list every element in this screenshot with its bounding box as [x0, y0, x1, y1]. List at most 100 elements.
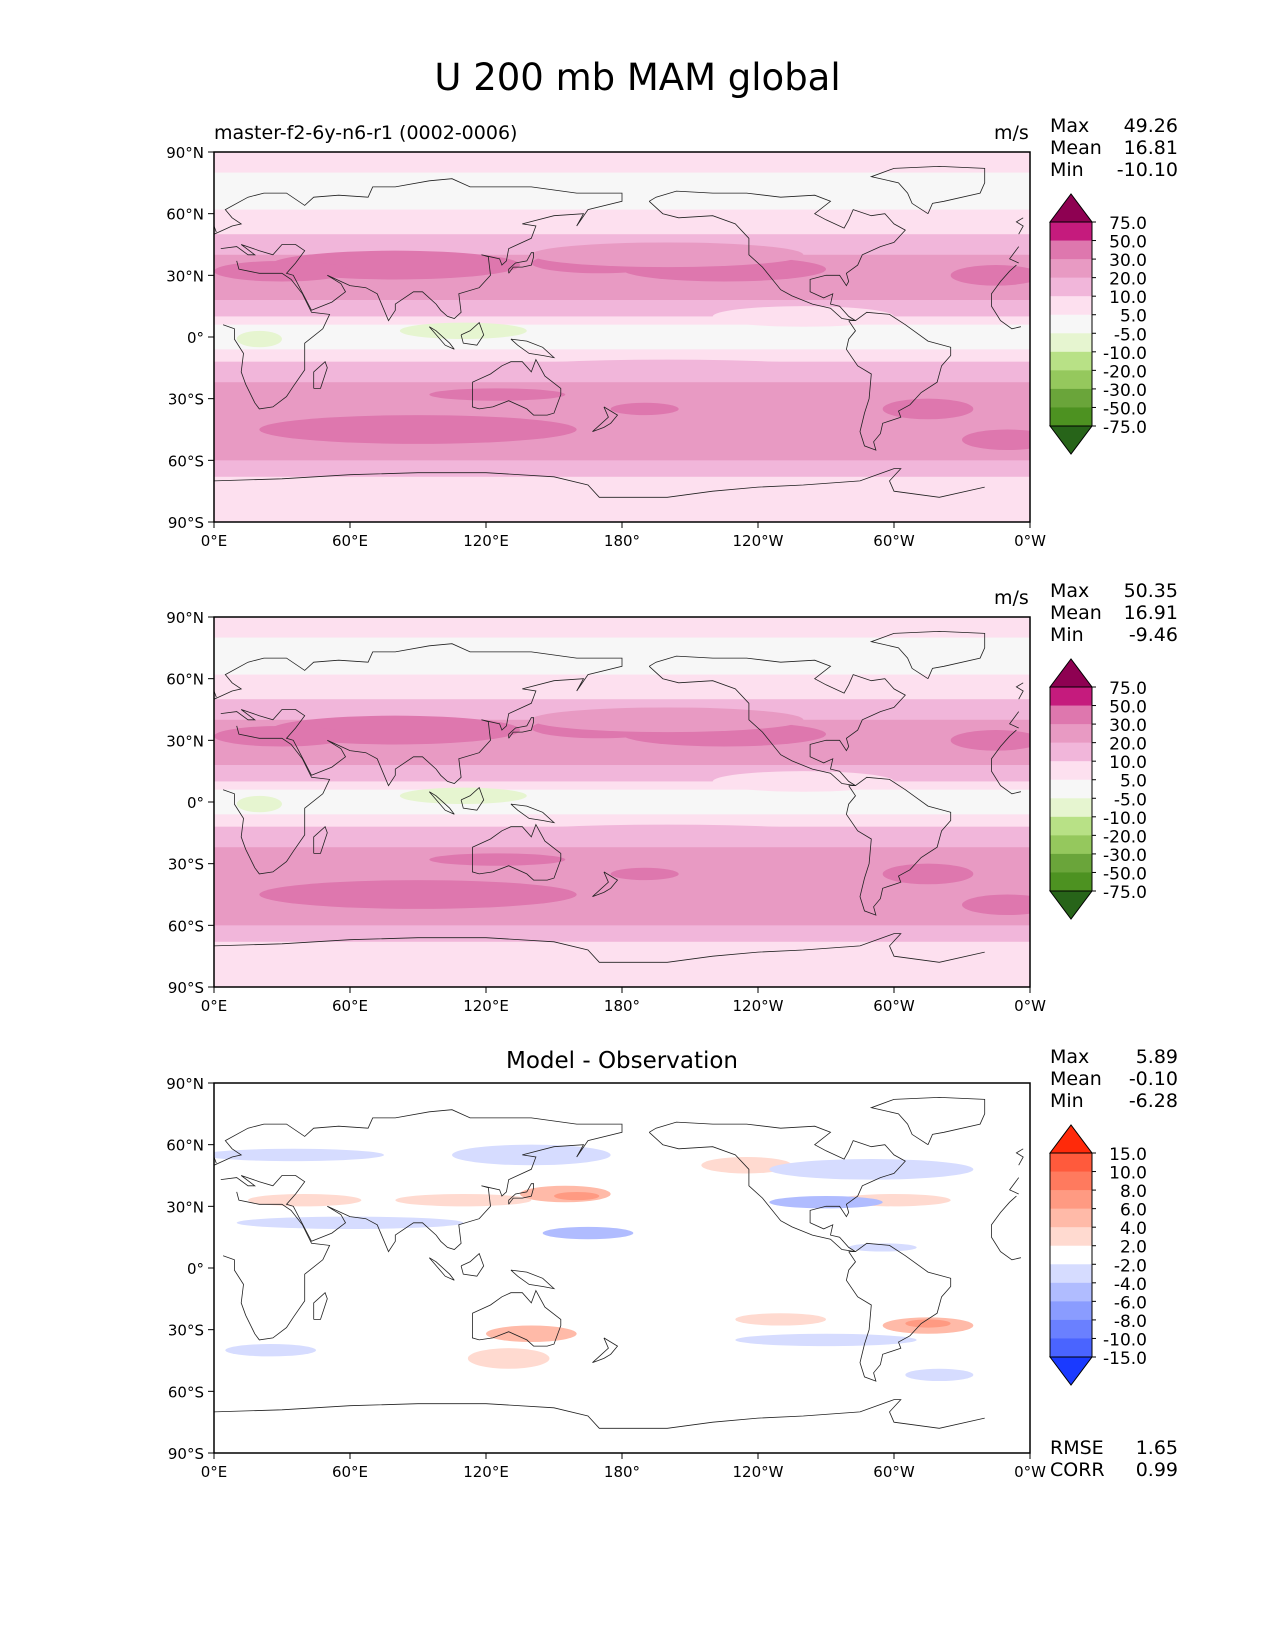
contour-band: [214, 501, 1030, 522]
coastline: [648, 1121, 906, 1252]
colorbar-segment: [1050, 761, 1092, 781]
colorbar-extend-max: [1049, 193, 1093, 223]
colorbar-label: -10.0: [1103, 809, 1147, 829]
contour-region: [508, 359, 826, 377]
contour-region: [225, 1344, 316, 1357]
colorbar-segment: [1050, 1171, 1092, 1191]
colorbar-extend-min: [1049, 1356, 1093, 1386]
coastline: [313, 361, 328, 389]
coastline: [460, 1252, 485, 1277]
panel-center-title: Model - Observation: [505, 1048, 739, 1074]
contour-region: [508, 824, 826, 842]
colorbar-label: 4.0: [1120, 1219, 1147, 1239]
contour-region: [735, 1313, 827, 1326]
coastline: [472, 358, 562, 416]
colorbar-extend-min: [1049, 890, 1093, 920]
colorbar-segment: [1050, 705, 1092, 725]
contour-region: [950, 730, 1030, 751]
lon-tick-label: 60°W: [873, 997, 915, 1015]
stat-label-corr: CORR: [1050, 1459, 1105, 1481]
contour-region: [769, 1196, 883, 1209]
coastline: [510, 1269, 556, 1290]
colorbar-label: -4.0: [1114, 1275, 1147, 1295]
lat-tick-label: 30°N: [166, 732, 204, 750]
coastline: [222, 260, 1021, 410]
coastline: [313, 1292, 328, 1320]
colorbar-label: 20.0: [1109, 270, 1147, 290]
coastline: [313, 826, 328, 854]
lon-tick-label: 60°W: [873, 532, 915, 550]
lon-tick-label: 0°W: [1014, 1463, 1046, 1481]
coastline: [869, 165, 986, 215]
contour-band: [214, 460, 1030, 478]
lon-tick-label: 60°W: [873, 1463, 915, 1481]
colorbar-segment: [1050, 407, 1092, 427]
lat-tick-label: 30°N: [166, 1198, 204, 1216]
lon-tick-label: 0°E: [201, 997, 228, 1015]
contour-region: [214, 260, 350, 282]
colorbar-model: 75.050.030.020.010.05.0-5.0-10.0-20.0-30…: [1049, 193, 1147, 455]
contour-region: [236, 1216, 464, 1229]
colorbar-segment: [1050, 1319, 1092, 1339]
contour-region: [451, 1144, 611, 1166]
coastline: [869, 1096, 986, 1146]
figure-title: U 200 mb MAM global: [434, 56, 841, 99]
stat-label-max: Max: [1050, 1046, 1090, 1068]
colorbar-frame: [1049, 686, 1093, 892]
coastline: [460, 786, 485, 811]
contour-band: [214, 637, 1030, 676]
contour-region: [429, 388, 566, 401]
lon-tick-label: 0°E: [201, 1463, 228, 1481]
lat-tick-label: 60°S: [168, 917, 204, 935]
lat-tick-label: 90°S: [168, 1445, 204, 1463]
colorbar-segment: [1050, 259, 1092, 279]
contour-region: [485, 1325, 577, 1343]
contour-band: [214, 941, 1030, 967]
colorbar-label: -5.0: [1114, 790, 1147, 810]
contour-region: [467, 1348, 550, 1369]
colorbar-segment: [1050, 779, 1092, 799]
colorbar-diff: 15.010.08.06.04.02.0-2.0-4.0-6.0-8.0-10.…: [1049, 1124, 1147, 1386]
colorbar-label: -2.0: [1114, 1256, 1147, 1276]
colorbar-label: -5.0: [1114, 325, 1147, 345]
lon-tick-label: 120°W: [733, 997, 784, 1015]
colorbar-label: 75.0: [1109, 214, 1147, 234]
colorbar-segment: [1050, 816, 1092, 836]
coastline: [592, 406, 619, 432]
colorbar-segment: [1050, 314, 1092, 334]
lat-tick-label: 30°S: [168, 856, 204, 874]
colorbar-segment: [1050, 388, 1092, 408]
colorbar-label: 30.0: [1109, 716, 1147, 736]
stat-value-mean: 16.81: [1123, 137, 1178, 159]
panel-units: m/s: [994, 587, 1029, 609]
colorbar-segment: [1050, 872, 1092, 892]
coastline: [214, 643, 1020, 787]
contour-region: [247, 1194, 362, 1207]
lon-tick-label: 0°W: [1014, 532, 1046, 550]
colorbar-segment: [1050, 296, 1092, 316]
lon-tick-label: 120°E: [463, 1463, 509, 1481]
colorbar-obs: 75.050.030.020.010.05.0-5.0-10.0-20.0-30…: [1049, 658, 1147, 920]
map-diff: 90°N 60°N 30°N 0° 30°S 60°S 90°S0°E 60°E 120°E 18…: [166, 1075, 1046, 1481]
coastline: [214, 1399, 985, 1429]
coastline: [508, 252, 534, 274]
lat-tick-label: 30°N: [166, 267, 204, 285]
lat-tick-label: 0°: [187, 329, 204, 347]
contour-region: [962, 894, 1030, 916]
colorbar-label: -10.0: [1103, 344, 1147, 364]
colorbar-segment: [1050, 240, 1092, 260]
contour-region: [950, 265, 1030, 286]
field-obs: [214, 617, 1030, 987]
lat-tick-label: 0°: [187, 794, 204, 812]
stat-value-max: 49.26: [1123, 115, 1178, 137]
colorbar-segment: [1050, 351, 1092, 371]
contour-band: [214, 781, 1030, 791]
colorbar-segment: [1050, 1190, 1092, 1210]
colorbar-label: 75.0: [1109, 679, 1147, 699]
lat-tick-label: 90°N: [166, 144, 204, 162]
colorbar-segment: [1050, 1153, 1092, 1173]
colorbar-label: -20.0: [1103, 362, 1147, 382]
stat-label-max: Max: [1050, 115, 1090, 137]
stat-value-corr: 0.99: [1135, 1459, 1178, 1481]
colorbar-segment: [1050, 687, 1092, 707]
